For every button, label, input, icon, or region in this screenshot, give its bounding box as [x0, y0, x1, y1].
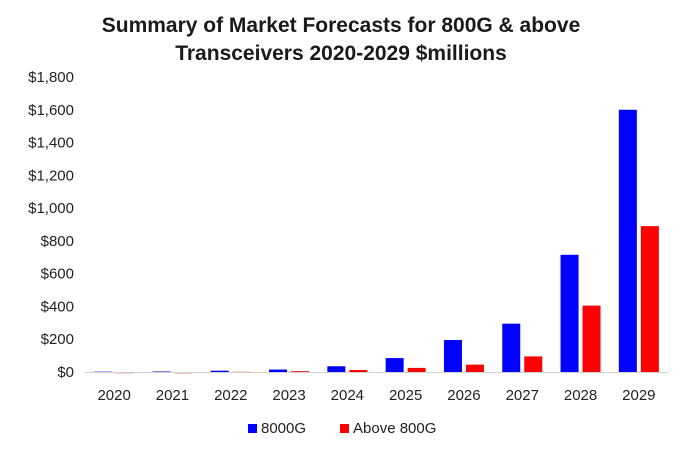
legend-label-above-800g: Above 800G [353, 420, 436, 437]
y-tick-label: $800 [41, 233, 74, 250]
bar-above-800g-2027 [524, 356, 543, 372]
bar-8000g-2022 [210, 370, 229, 372]
chart-title-line-1: Summary of Market Forecasts for 800G & a… [102, 14, 581, 37]
bar-8000g-2029 [618, 109, 637, 373]
y-axis: $0 $200 $400 $600 $800 $1,000 $1,200 $1,400 $1,6… [28, 69, 74, 381]
bar-8000g-2027 [502, 323, 521, 372]
y-tick-label: $600 [41, 266, 74, 283]
x-tick-label: 2027 [506, 387, 539, 404]
x-axis: 2020 2021 2022 2023 2024 2025 2026 2027 2028 2029 [97, 387, 655, 404]
bar-8000g-2024 [327, 366, 346, 372]
bar-8000g-2023 [269, 369, 288, 372]
bar-8000g-2025 [385, 358, 404, 372]
legend-label-8000g: 8000G [261, 420, 306, 437]
bar-above-800g-2024 [349, 370, 368, 372]
bar-above-800g-2028 [582, 305, 601, 372]
x-tick-label: 2026 [447, 387, 480, 404]
legend: 8000G Above 800G [248, 420, 436, 437]
bar-above-800g-2023 [291, 371, 310, 373]
bars [94, 109, 659, 374]
x-tick-label: 2021 [156, 387, 189, 404]
y-tick-label: $1,200 [28, 167, 74, 184]
legend-swatch-above-800g [340, 424, 349, 433]
y-tick-label: $1,400 [28, 135, 74, 152]
x-tick-label: 2022 [214, 387, 247, 404]
bar-above-800g-2026 [465, 364, 484, 372]
legend-swatch-8000g [248, 424, 257, 433]
x-tick-label: 2028 [564, 387, 597, 404]
y-tick-label: $400 [41, 298, 74, 315]
x-tick-label: 2029 [622, 387, 655, 404]
y-tick-label: $1,600 [28, 102, 74, 119]
x-tick-label: 2023 [272, 387, 305, 404]
bar-above-800g-2025 [407, 367, 426, 372]
x-tick-label: 2024 [331, 387, 364, 404]
x-tick-label: 2020 [97, 387, 130, 404]
bar-8000g-2028 [560, 254, 579, 372]
y-tick-label: $0 [57, 364, 74, 381]
y-tick-label: $200 [41, 331, 74, 348]
y-tick-label: $1,800 [28, 69, 74, 86]
x-tick-label: 2025 [389, 387, 422, 404]
chart-title-line-2: Transceivers 2020-2029 $millions [175, 42, 507, 65]
bar-above-800g-2029 [640, 226, 659, 372]
bar-8000g-2026 [443, 340, 462, 372]
y-tick-label: $1,000 [28, 200, 74, 217]
